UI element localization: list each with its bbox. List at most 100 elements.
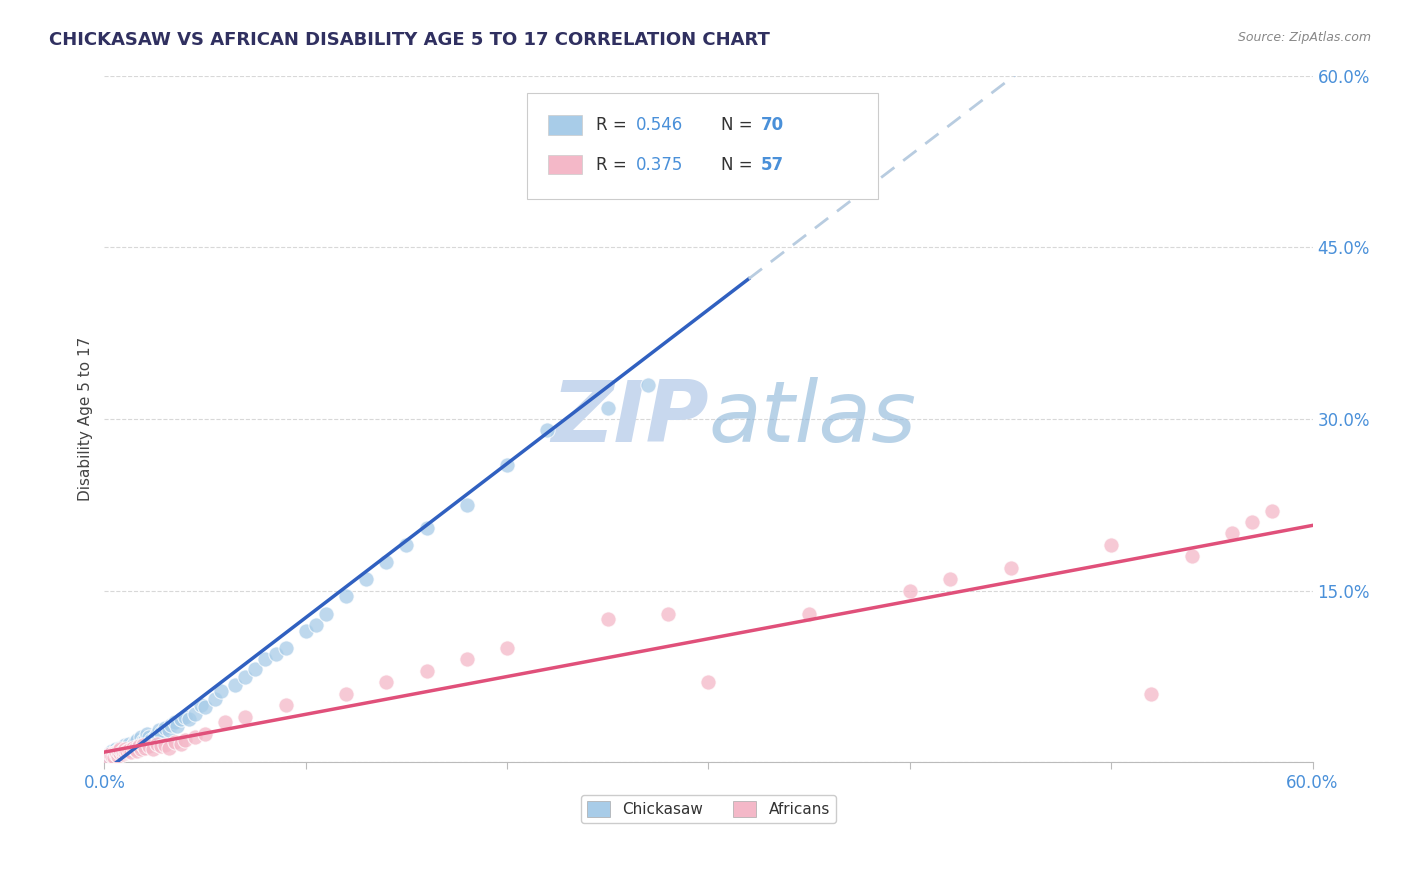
Text: Source: ZipAtlas.com: Source: ZipAtlas.com (1237, 31, 1371, 45)
Point (114, 744, 136, 758)
Point (114, 741, 136, 756)
Point (103, 746, 125, 760)
Point (354, 572, 377, 586)
Point (100, 749, 122, 764)
Point (115, 744, 138, 758)
Point (110, 740, 132, 755)
Text: N =: N = (720, 116, 758, 134)
Point (117, 739, 139, 754)
Point (254, 652, 277, 666)
Point (145, 727, 167, 741)
Point (111, 747, 134, 762)
Point (121, 738, 143, 752)
Point (209, 684, 232, 698)
Point (335, 590, 357, 604)
Point (129, 731, 152, 745)
Point (111, 741, 134, 756)
Text: atlas: atlas (709, 377, 917, 460)
Point (194, 700, 217, 714)
Point (107, 747, 129, 762)
Point (111, 746, 134, 760)
Point (120, 741, 142, 756)
Point (153, 738, 176, 752)
Point (121, 740, 143, 755)
Point (294, 624, 316, 638)
Point (145, 737, 167, 751)
Point (131, 733, 153, 747)
Point (138, 731, 160, 745)
Point (124, 735, 146, 749)
Point (160, 717, 183, 731)
Point (496, 458, 519, 472)
Point (170, 712, 193, 726)
Point (100, 746, 122, 760)
Point (131, 738, 153, 752)
Text: 57: 57 (761, 156, 783, 174)
Text: 70: 70 (761, 116, 783, 134)
Point (114, 738, 136, 752)
Point (596, 401, 619, 415)
Point (134, 732, 156, 747)
Point (134, 740, 156, 755)
Point (101, 748, 124, 763)
Point (107, 744, 129, 758)
Point (596, 612, 619, 626)
Point (105, 745, 128, 759)
Point (797, 607, 820, 621)
Point (657, 607, 679, 621)
Point (415, 664, 437, 678)
Point (125, 744, 148, 758)
Legend: Chickasaw, Africans: Chickasaw, Africans (581, 796, 837, 823)
Point (335, 687, 357, 701)
Point (105, 746, 128, 760)
Point (107, 744, 129, 758)
Point (157, 723, 180, 738)
FancyBboxPatch shape (548, 115, 582, 135)
FancyBboxPatch shape (548, 155, 582, 175)
Point (117, 743, 139, 757)
Point (415, 521, 437, 535)
Point (97, 749, 120, 764)
Point (395, 538, 418, 552)
Point (177, 712, 200, 726)
Point (105, 741, 128, 756)
Point (190, 698, 212, 713)
Point (375, 675, 398, 690)
Point (456, 652, 478, 666)
Point (129, 741, 152, 756)
Point (103, 749, 125, 764)
Point (124, 741, 146, 756)
Point (939, 572, 962, 586)
Text: 0.546: 0.546 (636, 116, 683, 134)
Text: R =: R = (596, 116, 633, 134)
Point (103, 749, 125, 764)
Point (274, 640, 297, 655)
Point (117, 737, 139, 751)
Text: CHICKASAW VS AFRICAN DISABILITY AGE 5 TO 17 CORRELATION CHART: CHICKASAW VS AFRICAN DISABILITY AGE 5 TO… (49, 31, 770, 49)
Point (224, 677, 246, 691)
Point (1099, 538, 1122, 552)
Point (115, 740, 138, 755)
Point (738, 171, 761, 186)
Point (163, 715, 186, 730)
Point (157, 740, 180, 755)
Point (264, 647, 287, 661)
Point (233, 669, 256, 683)
Point (110, 741, 132, 756)
Point (163, 735, 186, 749)
Point (166, 719, 188, 733)
Point (124, 741, 146, 756)
Point (637, 377, 659, 392)
Point (149, 725, 172, 739)
Point (107, 748, 129, 763)
Y-axis label: Disability Age 5 to 17: Disability Age 5 to 17 (79, 337, 93, 501)
Point (125, 732, 148, 747)
Point (153, 721, 176, 735)
Point (375, 555, 398, 569)
Point (114, 745, 136, 759)
Point (184, 731, 207, 745)
Point (149, 739, 172, 754)
Text: ZIP: ZIP (551, 377, 709, 460)
Point (194, 727, 217, 741)
Text: R =: R = (596, 156, 633, 174)
